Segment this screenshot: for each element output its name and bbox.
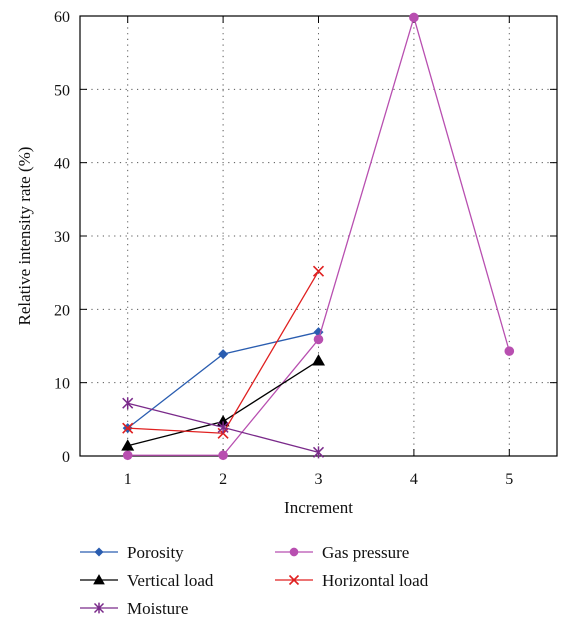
legend-label: Vertical load — [127, 571, 214, 590]
series-gas-pressure — [122, 12, 515, 461]
star-marker — [122, 397, 134, 410]
legend-label: Gas pressure — [322, 543, 409, 562]
circle-marker — [504, 346, 515, 356]
grid — [80, 16, 557, 456]
legend-item-porosity: Porosity — [80, 543, 184, 562]
circle-marker — [122, 450, 133, 461]
star-marker — [312, 446, 325, 459]
x-tick-label: 1 — [124, 471, 132, 488]
legend-item-vertical-load: Vertical load — [80, 571, 214, 590]
legend-label: Moisture — [127, 599, 188, 618]
y-tick-label: 0 — [62, 449, 70, 466]
y-tick-label: 30 — [54, 229, 70, 246]
y-tick-label: 40 — [54, 156, 70, 173]
triangle-marker — [312, 354, 325, 366]
legend-item-horizontal-load: Horizontal load — [275, 571, 429, 590]
series-line — [127, 15, 510, 456]
x-marker — [288, 574, 300, 586]
star-marker — [217, 421, 229, 434]
circle-marker — [218, 450, 228, 461]
x-axis-title: Increment — [284, 498, 353, 517]
x-marker — [312, 265, 325, 277]
circle-marker — [409, 12, 419, 23]
y-tick-label: 10 — [54, 376, 70, 393]
diamond-marker — [218, 349, 229, 360]
triangle-marker — [121, 439, 135, 451]
y-tick-label: 50 — [54, 82, 70, 99]
diamond-marker — [94, 547, 104, 557]
x-marker — [122, 422, 134, 434]
legend: Porosity Gas pressure Vertical load Horizon… — [80, 543, 429, 618]
x-tick-label: 3 — [315, 471, 323, 488]
star-marker — [93, 602, 105, 614]
series-line — [127, 331, 319, 429]
triangle-marker — [93, 574, 105, 585]
legend-item-moisture: Moisture — [80, 599, 188, 618]
legend-item-gas-pressure: Gas pressure — [275, 543, 409, 562]
x-tick-label: 5 — [505, 471, 513, 488]
y-tick-label: 20 — [54, 302, 70, 319]
circle-marker — [313, 334, 324, 345]
y-tick-label: 60 — [54, 9, 70, 26]
circle-marker — [289, 547, 299, 557]
x-tick-label: 4 — [410, 471, 418, 488]
legend-label: Porosity — [127, 543, 184, 562]
y-axis-title: Relative intensity rate (%) — [15, 147, 34, 326]
legend-label: Horizontal load — [322, 571, 429, 590]
series-moisture — [122, 397, 325, 459]
series-group — [121, 12, 515, 461]
x-tick-label: 2 — [219, 471, 227, 488]
